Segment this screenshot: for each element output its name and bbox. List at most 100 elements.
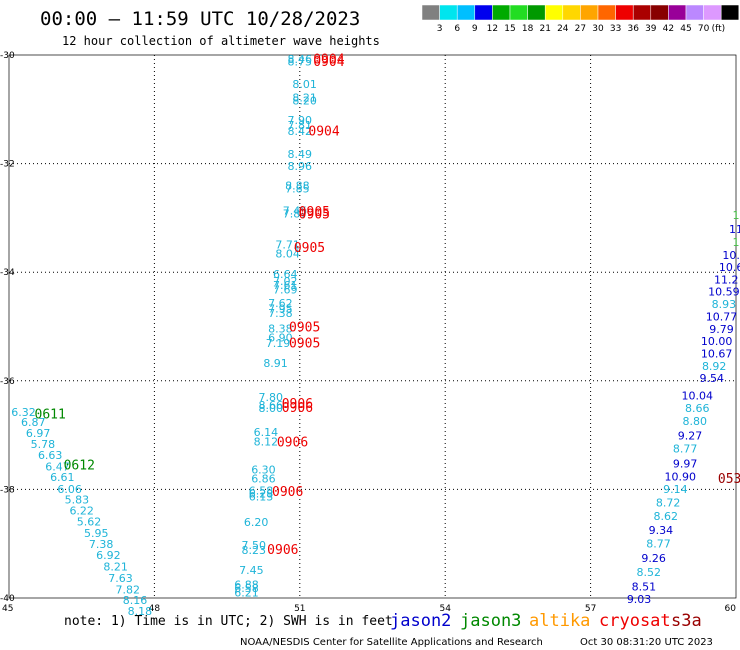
colorbar-swatch	[597, 4, 616, 21]
x-tick-label: 54	[439, 604, 451, 614]
wave-height-label: 7.81	[288, 119, 313, 132]
wave-height-label: 11	[729, 223, 740, 236]
wave-height-label: 8.23	[242, 544, 267, 557]
wave-height-label: 7.80	[258, 391, 283, 404]
pass-time-label: 0906	[267, 543, 298, 558]
wave-height-label: 7.19	[266, 337, 291, 350]
wave-height-label: 7.45	[239, 564, 264, 577]
footer-timestamp: Oct 30 08:31:20 UTC 2023	[580, 637, 713, 648]
wave-height-label: 10.77	[706, 311, 738, 324]
wave-height-label: 8.16	[123, 594, 148, 607]
wave-height-label: 8.00	[258, 402, 283, 415]
wave-height-label: 8.66	[258, 399, 283, 412]
wave-height-label: 8.20	[292, 95, 317, 108]
colorbar-swatch	[474, 4, 493, 21]
wave-height-label: 9.14	[663, 483, 688, 496]
wave-height-label: 5.78	[31, 438, 56, 451]
wave-height-label: 5.83	[65, 494, 90, 507]
pass-time-label: 0906	[277, 436, 308, 451]
wave-height-label: 8.04	[275, 248, 300, 261]
wave-height-label: 10.67	[701, 348, 733, 361]
wave-height-label: 8.21	[292, 91, 317, 104]
pass-time-label: 0905	[299, 208, 330, 223]
colorbar-swatch	[492, 4, 511, 21]
y-tick-label: -40	[0, 594, 15, 604]
pass-time-label: 0905	[289, 336, 320, 351]
y-tick-label: -34	[0, 268, 15, 278]
colorbar-label: 24	[557, 24, 569, 34]
colorbar-swatch	[456, 4, 476, 21]
wave-height-label: 5.62	[77, 515, 102, 528]
wave-height-label: 6.32	[11, 406, 36, 419]
x-tick-label: 60	[725, 604, 737, 614]
colorbar-label: 45	[680, 24, 691, 34]
colorbar-swatch	[580, 4, 599, 21]
colorbar-swatch	[632, 4, 652, 21]
pass-time-label: 0904	[313, 52, 344, 67]
wave-height-label: 8.21	[103, 561, 128, 574]
wave-height-label: 6.28	[249, 488, 274, 501]
wave-height-label: 8.62	[653, 510, 678, 523]
pass-time-label: 0906	[282, 401, 313, 416]
plot-area	[8, 54, 737, 599]
wave-height-label: 9.03	[627, 593, 652, 606]
wave-height-label: 7.02	[273, 275, 298, 288]
wave-height-label: 6.61	[50, 471, 75, 484]
chart-subtitle: 12 hour collection of altimeter wave hei…	[62, 34, 380, 48]
wave-height-label: 6.88	[234, 578, 259, 591]
pass-time-label: 0904	[308, 125, 339, 140]
wave-height-label: 7.85	[285, 183, 310, 196]
wave-height-label: 8.92	[702, 360, 727, 373]
wave-height-label: 7.45	[283, 204, 308, 217]
wave-height-label: 6.13	[249, 490, 274, 503]
pass-time-label: 0612	[64, 459, 95, 474]
grid-lines	[9, 55, 736, 598]
pass-time-label: 0904	[313, 55, 344, 70]
pass-time-label: 0906	[282, 397, 313, 412]
wave-height-label: 9.97	[673, 457, 698, 470]
wave-height-label: 7.61	[273, 279, 298, 292]
satellite-legend: jason2 jason3 altika cryosat s3a	[390, 611, 702, 631]
colorbar-swatch	[668, 4, 687, 21]
data-points: 8.468.758.018.218.207.907.818.428.498.96…	[11, 52, 740, 618]
wave-height-label: 7.69	[273, 284, 298, 297]
wave-height-label: 6.87	[21, 416, 46, 429]
wave-height-label: 7.71	[275, 239, 300, 252]
colorbar-label: 30	[592, 24, 604, 34]
wave-height-label: 6.22	[69, 505, 94, 518]
x-tick-label: 48	[149, 604, 161, 614]
y-tick-label: -38	[0, 485, 15, 495]
wave-height-label: 10.	[722, 249, 740, 262]
colorbar-swatch	[421, 4, 440, 21]
x-tick-label: 57	[585, 604, 596, 614]
pass-time-label: 0905	[294, 241, 325, 256]
colorbar-label: 6	[454, 24, 460, 34]
colorbar-swatch	[544, 4, 564, 21]
colorbar-swatch	[650, 4, 669, 21]
y-tick-label: -30	[0, 51, 15, 61]
y-tick-label: -32	[0, 160, 15, 170]
wave-height-label: 8.01	[292, 78, 317, 91]
wave-height-label: 6.64	[273, 268, 298, 281]
wave-height-label: 8.52	[637, 566, 662, 579]
wave-height-label: 6.90	[268, 331, 293, 344]
satellite-legend-jason3: jason3	[460, 611, 521, 631]
y-tick-label: -36	[0, 377, 15, 387]
colorbar-label: 42	[663, 24, 674, 34]
wave-height-label: 6.06	[57, 483, 82, 496]
wave-height-label: 6.47	[45, 461, 70, 474]
satellite-legend-s3a: s3a	[671, 611, 702, 631]
wave-height-label: 6.58	[249, 484, 274, 497]
wave-height-label: 7.63	[108, 572, 133, 585]
wave-height-label: 8.72	[656, 496, 681, 509]
wave-height-label: 8.88	[285, 179, 310, 192]
wave-height-label: 9.27	[678, 430, 703, 443]
wave-height-label: 8.66	[685, 402, 710, 415]
colorbar-swatch	[439, 4, 458, 21]
colorbar-label: 36	[627, 24, 639, 34]
colorbar-label: 21	[539, 24, 550, 34]
wave-height-label: 8.96	[288, 160, 313, 173]
satellite-legend-cryosat: cryosat	[599, 611, 671, 631]
plot-border	[8, 54, 737, 599]
x-tick-label: 51	[294, 604, 305, 614]
